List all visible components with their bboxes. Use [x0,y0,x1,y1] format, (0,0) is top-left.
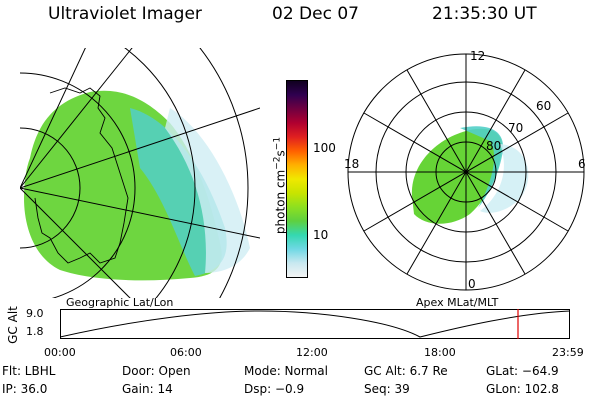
colorbar-tick-100: 100 [313,141,336,155]
timeline-x-tick-0600: 06:00 [170,346,202,359]
mlat-label-70: 70 [508,121,523,135]
footer-glon: GLon: 102.8 [486,382,559,396]
footer-gc-alt: GC Alt: 6.7 Re [364,364,448,378]
colorbar-gradient [287,81,307,277]
timeline-y-tick-min: 1.8 [26,325,44,338]
timeline-y-tick-max: 9.0 [26,307,44,320]
aurora-emission-mag [411,128,502,224]
instrument-title: Ultraviolet Imager [48,4,202,24]
footer-mode: Mode: Normal [244,364,328,378]
colorbar [286,80,308,278]
colorbar-tick-10: 10 [313,228,329,242]
timeline-x-tick-0000: 00:00 [44,346,76,359]
magnetic-polar-plot: 12 18 6 0 80 70 60 [344,49,586,291]
timeline-x-tick-1200: 12:00 [296,346,328,359]
mlat-label-60: 60 [536,99,551,113]
time-label: 21:35:30 UT [432,4,537,24]
colorbar-unit-label: photon cm−2s−1 [273,116,288,256]
mlat-label-80: 80 [486,139,501,153]
geographic-map [20,48,260,298]
footer-filter: Flt: LBHL [2,364,56,378]
date-label: 02 Dec 07 [272,4,359,24]
mlt-label-6: 6 [578,157,586,171]
left-panel-caption: Geographic Lat/Lon [66,296,174,309]
mlt-label-18: 18 [344,157,359,171]
coastline [34,87,129,264]
footer-glat: GLat: −64.9 [486,364,559,378]
footer-gain: Gain: 14 [122,382,173,396]
colorbar-unit-exp2: −1 [272,136,283,151]
timeline-axis-label: GC Alt [6,306,20,344]
footer-dsp: Dsp: −0.9 [244,382,305,396]
timeline-x-tick-1800: 18:00 [424,346,456,359]
footer-ip: IP: 36.0 [2,382,48,396]
right-panel-caption: Apex MLat/MLT [416,296,499,309]
altitude-curve [60,310,570,338]
footer-door: Door: Open [122,364,191,378]
mlt-label-0: 0 [468,277,476,291]
footer-seq: Seq: 39 [364,382,410,396]
colorbar-unit-s: s [273,150,288,157]
timeline-x-tick-2359: 23:59 [552,346,584,359]
timeline-plot [60,309,570,339]
colorbar-unit-exp1: −2 [272,156,283,170]
colorbar-unit-text: photon cm [273,169,288,235]
mlt-label-12: 12 [470,49,485,63]
